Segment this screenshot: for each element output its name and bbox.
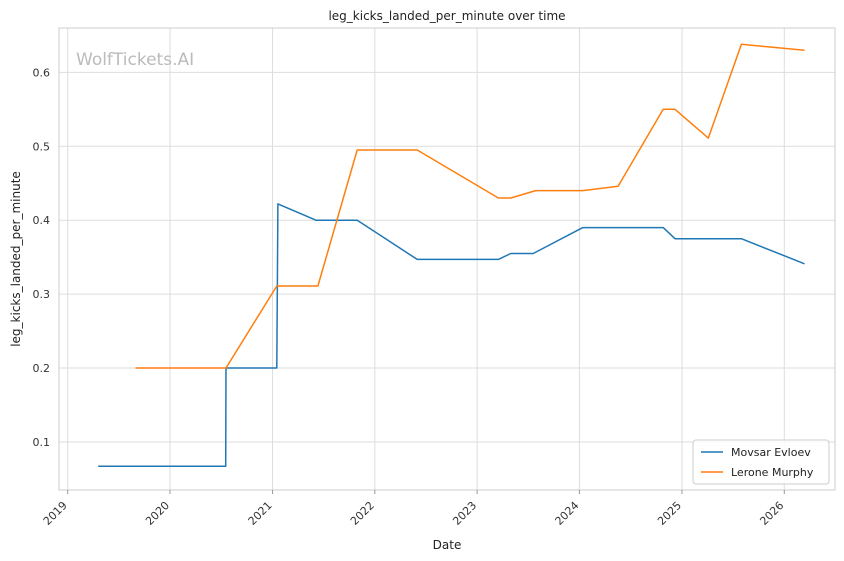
y-tick-label-0.4: 0.4 [33, 214, 51, 227]
legend-box [692, 439, 830, 485]
y-tick-label-0.2: 0.2 [33, 362, 51, 375]
y-axis-title: leg_kicks_landed_per_minute [9, 171, 23, 347]
series-lines [98, 43, 805, 468]
series-line-lerone-murphy [135, 43, 805, 369]
x-tick-label-2025: 2025 [655, 499, 684, 528]
y-tick-label-0.3: 0.3 [33, 288, 51, 301]
legend: Movsar Evloev Lerone Murphy [692, 439, 830, 485]
plot-area-frame [58, 27, 836, 491]
watermark-text: WolfTickets.AI [76, 50, 194, 70]
x-tick-label-2021: 2021 [246, 499, 275, 528]
chart-title: leg_kicks_landed_per_minute over time [328, 9, 565, 23]
y-tick-label-0.6: 0.6 [33, 66, 51, 79]
x-tick-labels: 2019 2020 2021 2022 2023 2024 2025 2026 [41, 490, 786, 528]
x-axis-title: Date [433, 538, 462, 552]
x-tick-label-2024: 2024 [553, 499, 582, 528]
y-tick-label-0.5: 0.5 [33, 140, 51, 153]
legend-label-lerone-murphy: Lerone Murphy [731, 466, 814, 479]
legend-label-movsar-evloev: Movsar Evloev [731, 446, 811, 459]
x-tick-label-2019: 2019 [41, 499, 70, 528]
series-line-movsar-evloev [98, 203, 805, 468]
y-tick-label-0.1: 0.1 [33, 436, 51, 449]
grid-lines [59, 28, 835, 490]
x-tick-label-2023: 2023 [450, 499, 479, 528]
x-tick-label-2026: 2026 [757, 499, 786, 528]
x-tick-label-2022: 2022 [348, 499, 377, 528]
y-tick-labels: 0.1 0.2 0.3 0.4 0.5 0.6 [33, 66, 51, 449]
x-tick-label-2020: 2020 [143, 499, 172, 528]
